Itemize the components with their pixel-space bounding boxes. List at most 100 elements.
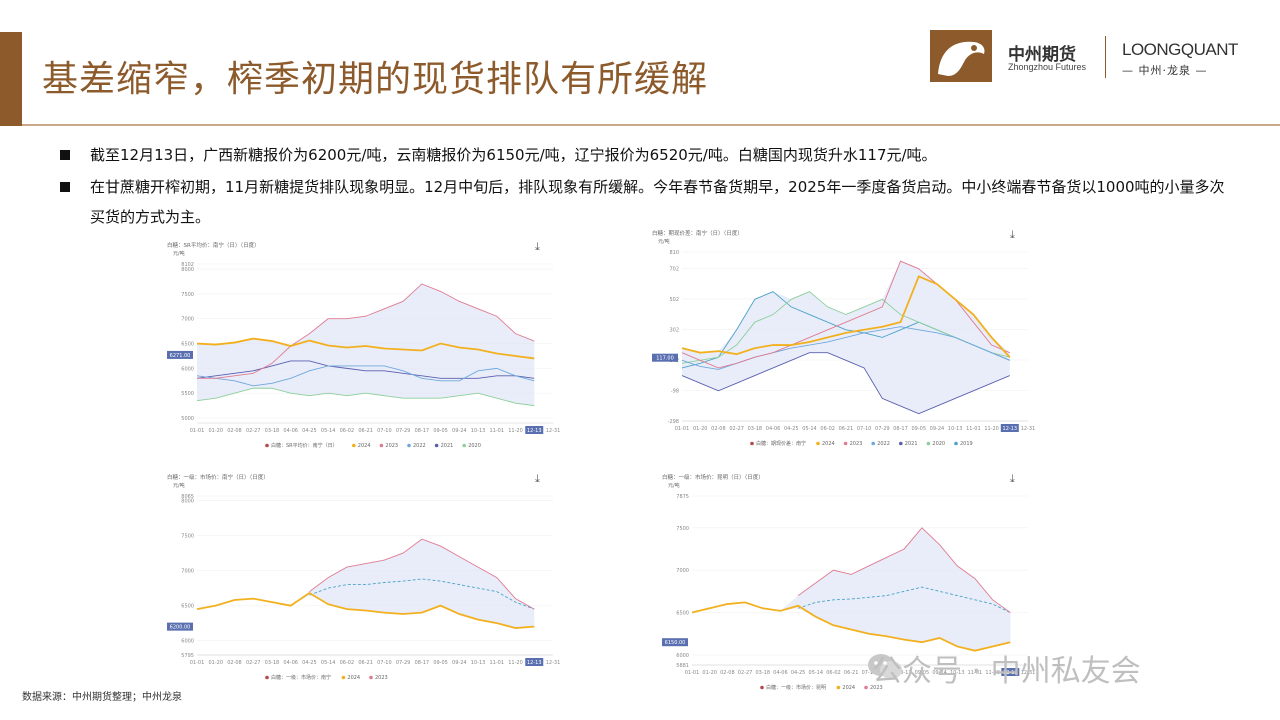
y-tick-label: 7000 [181,317,194,323]
y-tick-label: 5500 [181,391,194,397]
series-line-2024 [196,591,535,629]
x-tick-label: 01-01 [190,660,205,666]
y-tick-label: 8065 [181,494,194,500]
x-tick-label: 04-25 [302,660,317,666]
legend-label: 白糖：一级：市场价：昆明 [766,684,826,691]
x-tick-label: 06-02 [340,660,355,666]
legend-label: 2022 [877,441,890,447]
series-line-2022 [196,365,535,387]
download-icon: ⤓ [535,472,540,485]
legend-marker [899,441,903,446]
x-tick-label: 04-25 [784,426,799,432]
legend-marker [407,443,411,448]
x-tick-label: 06-21 [839,426,854,432]
x-tick-label: 05-14 [321,660,336,666]
x-tick-label: 09-05 [433,428,448,434]
y-tick-label: 7875 [676,494,689,500]
range-band [197,539,535,629]
y-tick-label: 7000 [181,569,194,575]
x-tick-label: 02-27 [738,670,753,676]
chart-title: 白糖：一级：市场价：南宁（日）（日度） [167,473,269,481]
x-tick-label: 11-20 [508,428,523,434]
x-tick-label: 04-06 [283,428,298,434]
series-line-2020 [196,387,535,407]
current-value-label: 6150.00 [665,640,686,646]
x-tick-label: 09-24 [452,428,467,434]
x-tick-label: 12-31 [546,660,561,666]
x-tick-label: 06-02 [340,428,355,434]
x-tick-label: 09-24 [930,426,945,432]
x-tick-label: 07-29 [396,428,411,434]
zhongzhou-logo-icon [930,30,992,82]
x-tick-label: 02-27 [729,426,744,432]
series-line-2024 [196,337,535,360]
x-tick-label: 07-29 [396,660,411,666]
company-name-en: Zhongzhou Futures [1008,62,1087,72]
series-line-2023 [797,527,1011,613]
x-tick-label: 08-17 [415,660,430,666]
loongquant-logo: LOONGQUANT [1122,40,1238,59]
x-tick-label: 02-08 [720,670,735,676]
loongquant-subtitle: — 中州·龙泉 — [1122,64,1208,77]
legend-label: 2023 [870,685,883,691]
x-tick-label: 04-06 [773,670,788,676]
chart-title: 白糖：SR平均价：南宁（日）（日度） [167,241,260,249]
x-tick-label: 07-29 [875,426,890,432]
current-value-badge [167,622,193,631]
x-tick-label: 12-13 [1003,426,1018,432]
y-tick-label: 5000 [181,416,194,422]
x-tick-label: 01-20 [208,660,223,666]
x-tick-label: 02-27 [246,428,261,434]
x-highlight-badge [1001,668,1020,676]
x-tick-label: 10-13 [471,660,486,666]
current-value-badge [167,350,193,359]
x-tick-label: 05-14 [321,428,336,434]
x-tick-label: 04-06 [766,426,781,432]
x-tick-label: 02-27 [246,660,261,666]
legend-marker [750,441,754,446]
x-tick-label: 12-13 [527,428,542,434]
download-icon: ⤓ [1010,228,1015,241]
chart-title: 白糖：期现价差：南宁（日）（日度） [652,229,743,237]
legend-label: 2023 [375,675,388,681]
x-tick-label: 09-24 [452,660,467,666]
legend-label: 2024 [358,443,371,449]
x-tick-label: 12-31 [546,428,561,434]
chart-basis-nanning: 白糖：SR平均价：南宁（日）（日度） 元/吨 ⤓ 8102 8000 7500 7000 65… [165,238,565,453]
x-tick-label: 11-01 [966,426,981,432]
x-tick-label: 09-05 [911,426,926,432]
legend-marker [369,675,373,680]
x-tick-label: 01-01 [190,428,205,434]
wechat-icon [868,654,902,679]
legend-marker [836,685,841,690]
x-tick-label: 10-13 [948,426,963,432]
series-line-band_avg [797,586,1011,613]
x-tick-label: 06-21 [358,428,373,434]
chart-price-kunming: 白糖：一级：市场价：昆明（日）（日度） 元/吨 ⤓ 7875 7500 7000 6500 6… [660,470,1040,695]
legend-marker [265,675,269,680]
x-tick-label: 06-02 [826,670,841,676]
y-tick-label: 6000 [181,366,194,372]
x-tick-label: 11-20 [984,426,999,432]
data-source: 数据来源：中州期货整理；中州龙泉 [22,692,182,703]
current-value-label: 6200.00 [170,625,191,631]
x-tick-label: 02-08 [227,660,242,666]
x-tick-label: 01-01 [685,670,700,676]
x-tick-label: 08-17 [893,426,908,432]
legend-marker [352,443,356,448]
x-tick-label: 01-20 [702,670,717,676]
x-tick-label: 12-31 [1021,670,1036,676]
x-tick-label: 04-06 [283,660,298,666]
legend-marker [864,685,868,690]
logo-divider [1105,36,1106,78]
x-tick-label: 05-14 [802,426,817,432]
legend-marker [954,441,958,446]
chart-spread-nanning: 白糖：期现价差：南宁（日）（日度）元/吨⤓810702502302102-98-… [650,226,1040,451]
legend-marker [926,441,931,446]
range-band [692,527,1011,651]
x-tick-label: 08-17 [897,670,912,676]
legend-label: 2023 [850,441,863,447]
y-tick-label: -298 [668,419,679,425]
current-value-badge [652,353,678,362]
